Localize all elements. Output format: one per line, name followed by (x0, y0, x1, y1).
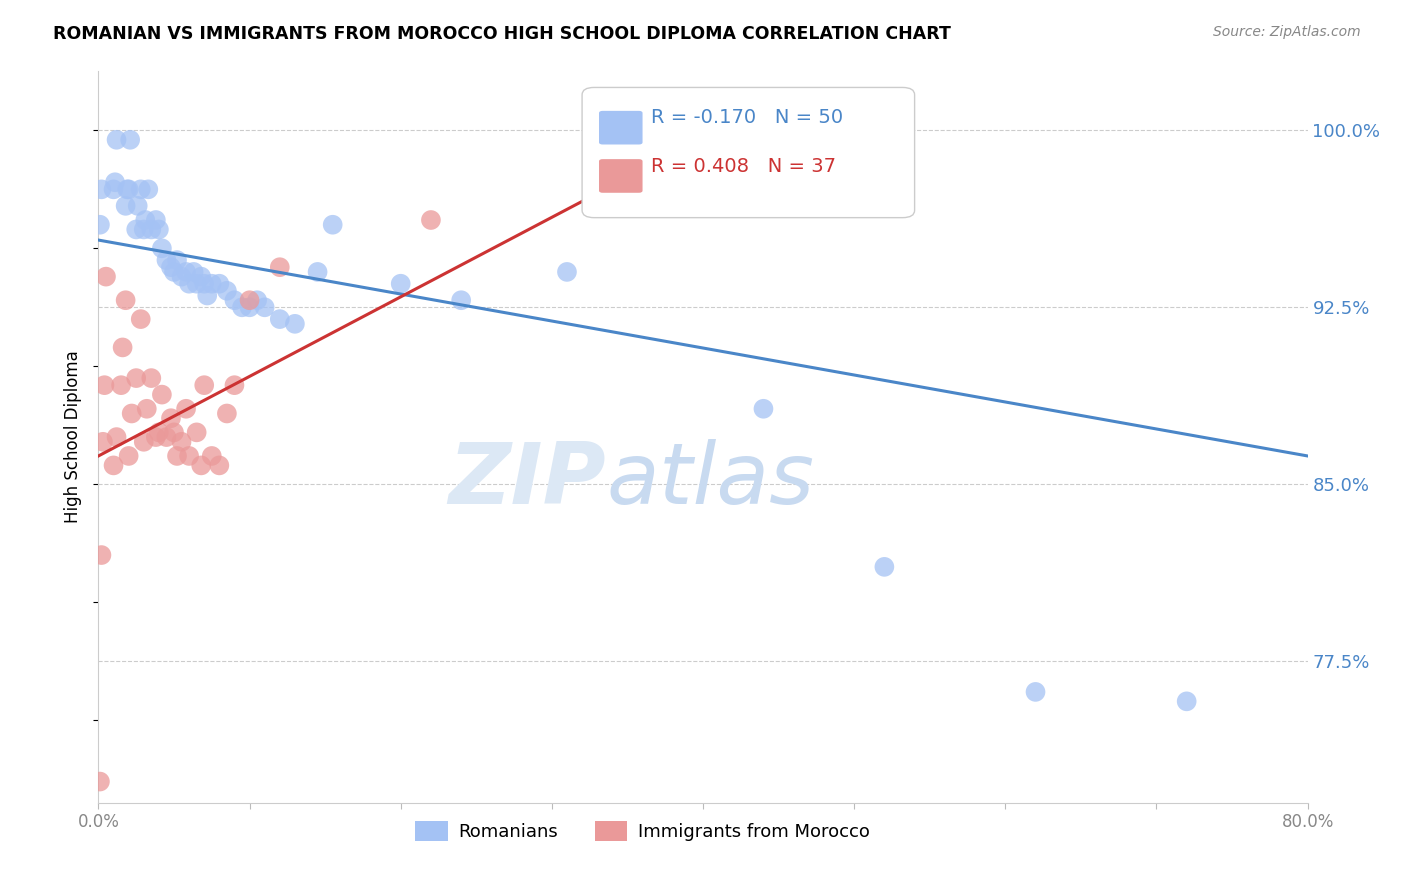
Point (179, 277, 201, 291)
Point (160, 411, 183, 425)
Point (118, 182, 141, 196)
Point (89, 774, 111, 789)
Point (110, 378, 132, 392)
Text: ROMANIAN VS IMMIGRANTS FROM MOROCCO HIGH SCHOOL DIPLOMA CORRELATION CHART: ROMANIAN VS IMMIGRANTS FROM MOROCCO HIGH… (53, 25, 952, 43)
Legend: Romanians, Immigrants from Morocco: Romanians, Immigrants from Morocco (408, 814, 877, 848)
Point (186, 277, 208, 291)
Point (148, 425, 170, 440)
Point (284, 317, 307, 331)
Point (150, 387, 173, 401)
FancyBboxPatch shape (599, 111, 643, 145)
Point (224, 378, 246, 392)
Point (94, 269, 117, 284)
Point (239, 301, 262, 315)
Point (555, 265, 578, 279)
Point (170, 269, 193, 284)
Point (163, 425, 186, 440)
Point (253, 301, 276, 315)
Point (269, 260, 291, 275)
Point (125, 371, 148, 385)
Point (307, 265, 329, 279)
Point (450, 293, 472, 308)
Point (155, 430, 177, 444)
Point (1024, 685, 1046, 699)
Point (115, 182, 138, 196)
Point (215, 284, 238, 298)
Point (246, 293, 269, 308)
Point (174, 265, 197, 279)
Text: atlas: atlas (606, 440, 814, 523)
Point (166, 253, 188, 268)
Point (136, 182, 159, 196)
Point (135, 401, 157, 416)
Point (186, 425, 208, 440)
Point (129, 312, 152, 326)
Point (193, 378, 215, 392)
Text: R = -0.170   N = 50: R = -0.170 N = 50 (651, 108, 844, 127)
Point (145, 430, 167, 444)
Point (231, 301, 253, 315)
Point (148, 222, 170, 236)
Point (170, 434, 193, 449)
Point (174, 401, 197, 416)
Point (89, 218, 111, 232)
Point (90, 182, 112, 196)
Point (160, 260, 183, 275)
Point (873, 559, 896, 574)
Point (420, 213, 443, 227)
Point (183, 265, 205, 279)
Point (114, 293, 136, 308)
Point (141, 222, 163, 236)
Point (155, 253, 177, 268)
Point (215, 407, 238, 421)
Point (93, 378, 115, 392)
Point (111, 340, 134, 354)
Point (150, 241, 173, 255)
Point (163, 265, 186, 279)
Point (120, 133, 142, 147)
Text: ZIP: ZIP (449, 440, 606, 523)
Point (166, 449, 188, 463)
FancyBboxPatch shape (599, 159, 643, 193)
Point (322, 218, 344, 232)
Point (114, 199, 136, 213)
Point (1175, 694, 1198, 708)
Point (105, 133, 128, 147)
Point (103, 182, 125, 196)
Point (224, 293, 246, 308)
Point (125, 222, 148, 236)
Point (132, 434, 155, 449)
Point (269, 312, 291, 326)
Point (190, 458, 212, 473)
Point (239, 293, 262, 308)
Point (193, 277, 215, 291)
FancyBboxPatch shape (582, 87, 915, 218)
Point (190, 269, 212, 284)
Point (201, 449, 224, 463)
Point (195, 288, 218, 302)
Text: R = 0.408   N = 37: R = 0.408 N = 37 (651, 157, 837, 176)
Point (201, 277, 224, 291)
Point (208, 458, 231, 473)
Point (118, 449, 141, 463)
Point (90, 548, 112, 562)
Point (145, 213, 167, 227)
Point (105, 430, 128, 444)
Point (132, 222, 155, 236)
Point (91, 434, 114, 449)
Point (389, 277, 412, 291)
Point (127, 199, 149, 213)
Point (103, 458, 125, 473)
Point (752, 401, 775, 416)
Point (179, 449, 201, 463)
Point (121, 407, 143, 421)
Point (208, 277, 231, 291)
Point (129, 182, 152, 196)
Point (141, 371, 163, 385)
Point (134, 213, 156, 227)
Point (104, 175, 127, 189)
Y-axis label: High School Diploma: High School Diploma (65, 351, 83, 524)
Text: Source: ZipAtlas.com: Source: ZipAtlas.com (1213, 25, 1361, 39)
